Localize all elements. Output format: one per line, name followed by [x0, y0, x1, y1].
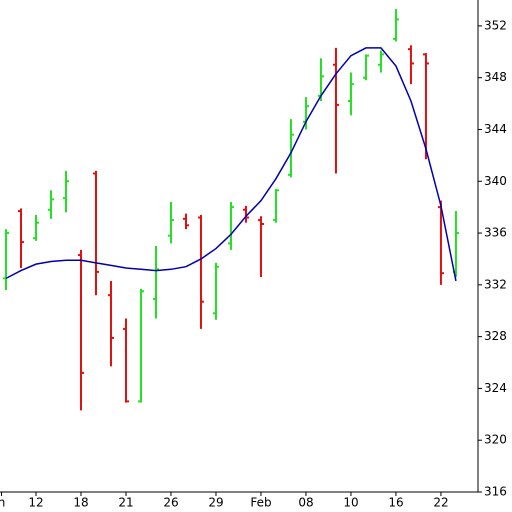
x-tick-label: 08 — [298, 496, 313, 510]
y-tick-label: 352 — [484, 18, 507, 32]
y-tick-label: 340 — [484, 174, 507, 188]
y-tick-label: 316 — [484, 485, 507, 499]
y-tick-label: 348 — [484, 70, 507, 84]
x-tick-label: n — [0, 496, 5, 510]
x-tick-label: 10 — [343, 496, 358, 510]
x-tick-label: 22 — [433, 496, 448, 510]
y-tick-label: 332 — [484, 277, 507, 291]
x-tick-label: 16 — [388, 496, 403, 510]
x-tick-label: 29 — [208, 496, 223, 510]
y-tick-label: 328 — [484, 329, 507, 343]
moving-average-line — [5, 47, 457, 282]
y-tick-label: 344 — [484, 122, 507, 136]
x-tick-label: 12 — [28, 496, 43, 510]
x-tick-label: Feb — [250, 496, 271, 510]
x-tick-label: 26 — [163, 496, 178, 510]
x-tick-label: 18 — [73, 496, 88, 510]
y-tick-label: 336 — [484, 226, 507, 240]
y-tick-label: 324 — [484, 381, 507, 395]
y-tick-label: 320 — [484, 433, 507, 447]
x-tick-label: 21 — [118, 496, 133, 510]
